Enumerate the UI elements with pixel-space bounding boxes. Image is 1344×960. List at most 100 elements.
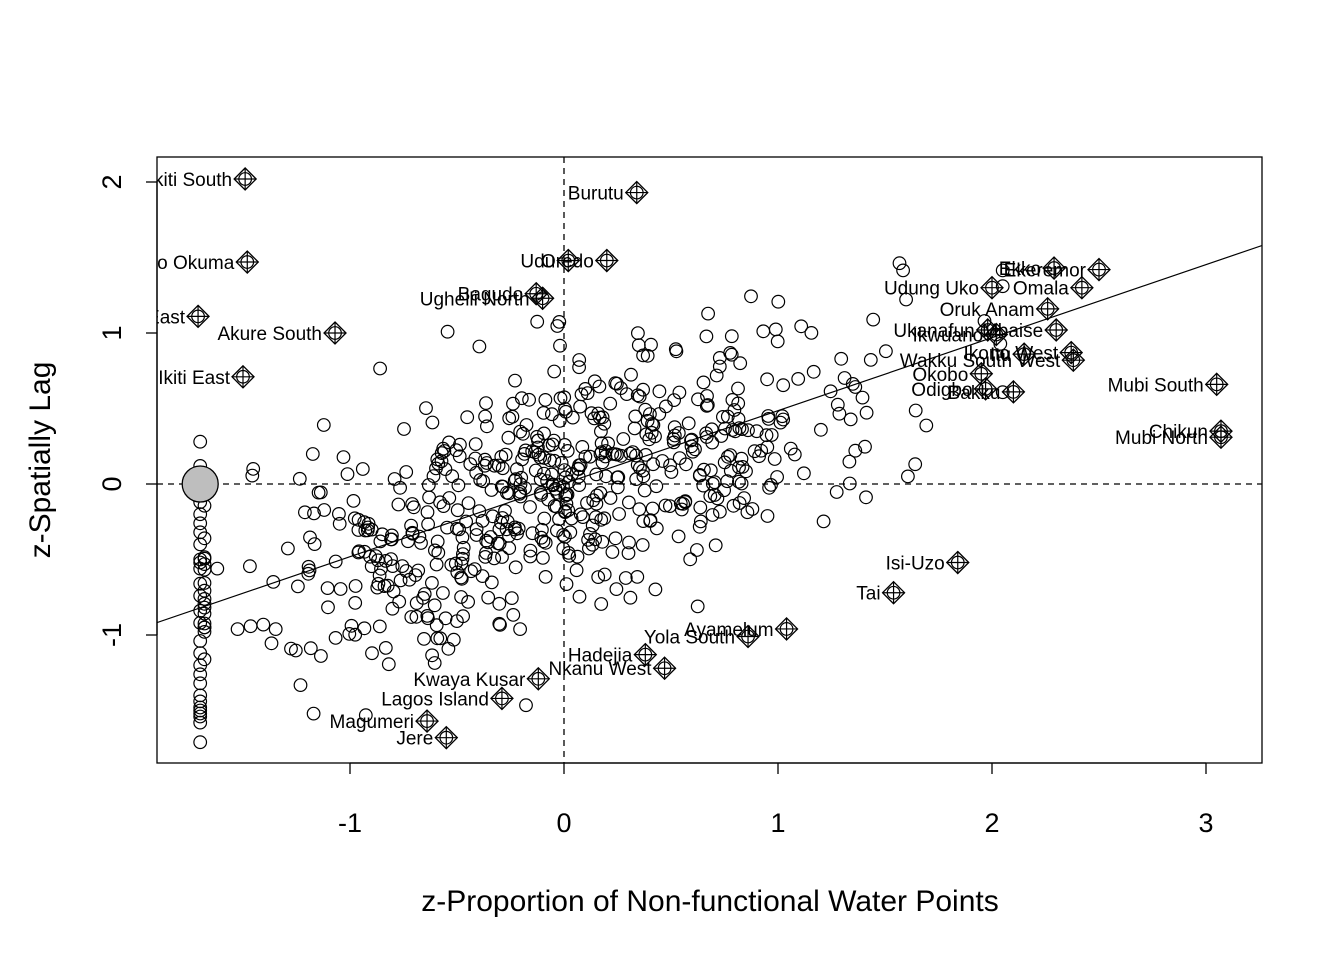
scatter-point	[481, 590, 496, 605]
scatter-point	[594, 597, 609, 611]
scatter-point	[288, 643, 303, 658]
scatter-point	[744, 289, 758, 304]
scatter-point	[536, 406, 551, 420]
scatter-point	[724, 347, 739, 362]
scatter-point	[549, 499, 564, 514]
scatter-point	[762, 480, 776, 495]
scatter-point	[631, 326, 645, 341]
scatter-point	[333, 582, 348, 596]
scatter-point	[469, 465, 484, 480]
scatter-point	[511, 521, 526, 536]
scatter-point	[414, 536, 428, 550]
scatter-point	[768, 322, 783, 337]
scatter-point	[572, 478, 587, 493]
scatter-point	[545, 407, 559, 422]
scatter-point	[313, 485, 328, 500]
scatter-point	[589, 496, 604, 511]
scatter-point	[421, 478, 436, 492]
scatter-point	[412, 529, 427, 544]
scatter-point	[402, 572, 417, 587]
scatter-point	[513, 424, 528, 439]
scatter-point	[771, 294, 786, 309]
influential-point-label: Chikun	[1149, 422, 1208, 443]
scatter-point	[673, 496, 688, 511]
scatter-point	[732, 474, 746, 489]
influential-point-label: Ikwuano	[912, 326, 983, 347]
scatter-point	[193, 537, 208, 552]
scatter-point	[438, 611, 453, 626]
scatter-point	[504, 591, 519, 605]
scatter-point	[649, 521, 664, 536]
scatter-point	[245, 468, 260, 483]
scatter-point	[899, 292, 913, 307]
scatter-point	[525, 526, 540, 541]
scatter-point	[977, 314, 992, 328]
scatter-point	[725, 423, 740, 437]
influential-point-label: Nkanu West	[548, 659, 652, 680]
scatter-point	[866, 312, 881, 327]
scatter-point	[603, 396, 618, 411]
scatter-point	[848, 443, 863, 458]
influential-point-label: Oruk Anam	[940, 300, 1035, 321]
scatter-point	[516, 426, 530, 441]
scatter-point	[469, 522, 484, 536]
scatter-point	[459, 514, 474, 529]
scatter-point	[699, 329, 714, 344]
scatter-point	[726, 498, 741, 513]
scatter-point	[508, 373, 522, 388]
scatter-point	[336, 450, 351, 465]
scatter-point	[303, 641, 318, 656]
scatter-point	[659, 399, 673, 414]
scatter-point	[193, 735, 208, 750]
scatter-point	[749, 424, 764, 439]
scatter-point	[696, 478, 711, 493]
scatter-point	[576, 510, 590, 524]
scatter-point	[456, 609, 471, 624]
scatter-point	[573, 507, 588, 522]
scatter-point	[806, 364, 821, 379]
scatter-point	[573, 399, 587, 414]
scatter-point	[518, 443, 533, 458]
scatter-point	[230, 622, 245, 636]
scatter-point	[611, 470, 626, 485]
scatter-point	[422, 490, 437, 505]
scatter-point	[535, 522, 549, 537]
scatter-point	[479, 456, 494, 470]
scatter-point	[373, 534, 388, 549]
influential-point-marker	[633, 642, 658, 667]
scatter-point	[858, 439, 872, 454]
scatter-point	[502, 411, 517, 426]
scatter-point	[581, 533, 595, 547]
scatter-point	[642, 432, 657, 447]
scatter-point	[197, 600, 212, 615]
scatter-point	[612, 507, 626, 521]
scatter-point	[306, 706, 321, 721]
scatter-point	[622, 535, 636, 550]
scatter-point	[690, 543, 704, 557]
scatter-point	[837, 371, 852, 385]
scatter-point	[193, 552, 208, 567]
scatter-point	[479, 396, 493, 411]
scatter-point	[507, 473, 522, 488]
scatter-point	[621, 546, 636, 560]
scatter-point	[559, 577, 574, 591]
influential-point-marker	[186, 304, 210, 329]
scatter-point	[560, 444, 575, 458]
scatter-point	[391, 497, 406, 512]
scatter-point	[552, 414, 567, 428]
scatter-point	[371, 553, 385, 568]
scatter-point	[508, 472, 523, 487]
influential-point-marker	[1061, 348, 1086, 373]
scatter-point	[700, 398, 715, 412]
scatter-point	[645, 501, 660, 516]
influential-point-marker	[736, 624, 760, 649]
scatter-point	[655, 454, 670, 468]
scatter-point	[652, 384, 667, 399]
scatter-point	[433, 631, 448, 646]
scatter-point	[589, 467, 604, 482]
scatter-point	[193, 715, 208, 730]
scatter-point	[556, 541, 571, 556]
scatter-point	[320, 581, 335, 595]
scatter-point	[348, 596, 363, 610]
scatter-point	[293, 678, 308, 692]
